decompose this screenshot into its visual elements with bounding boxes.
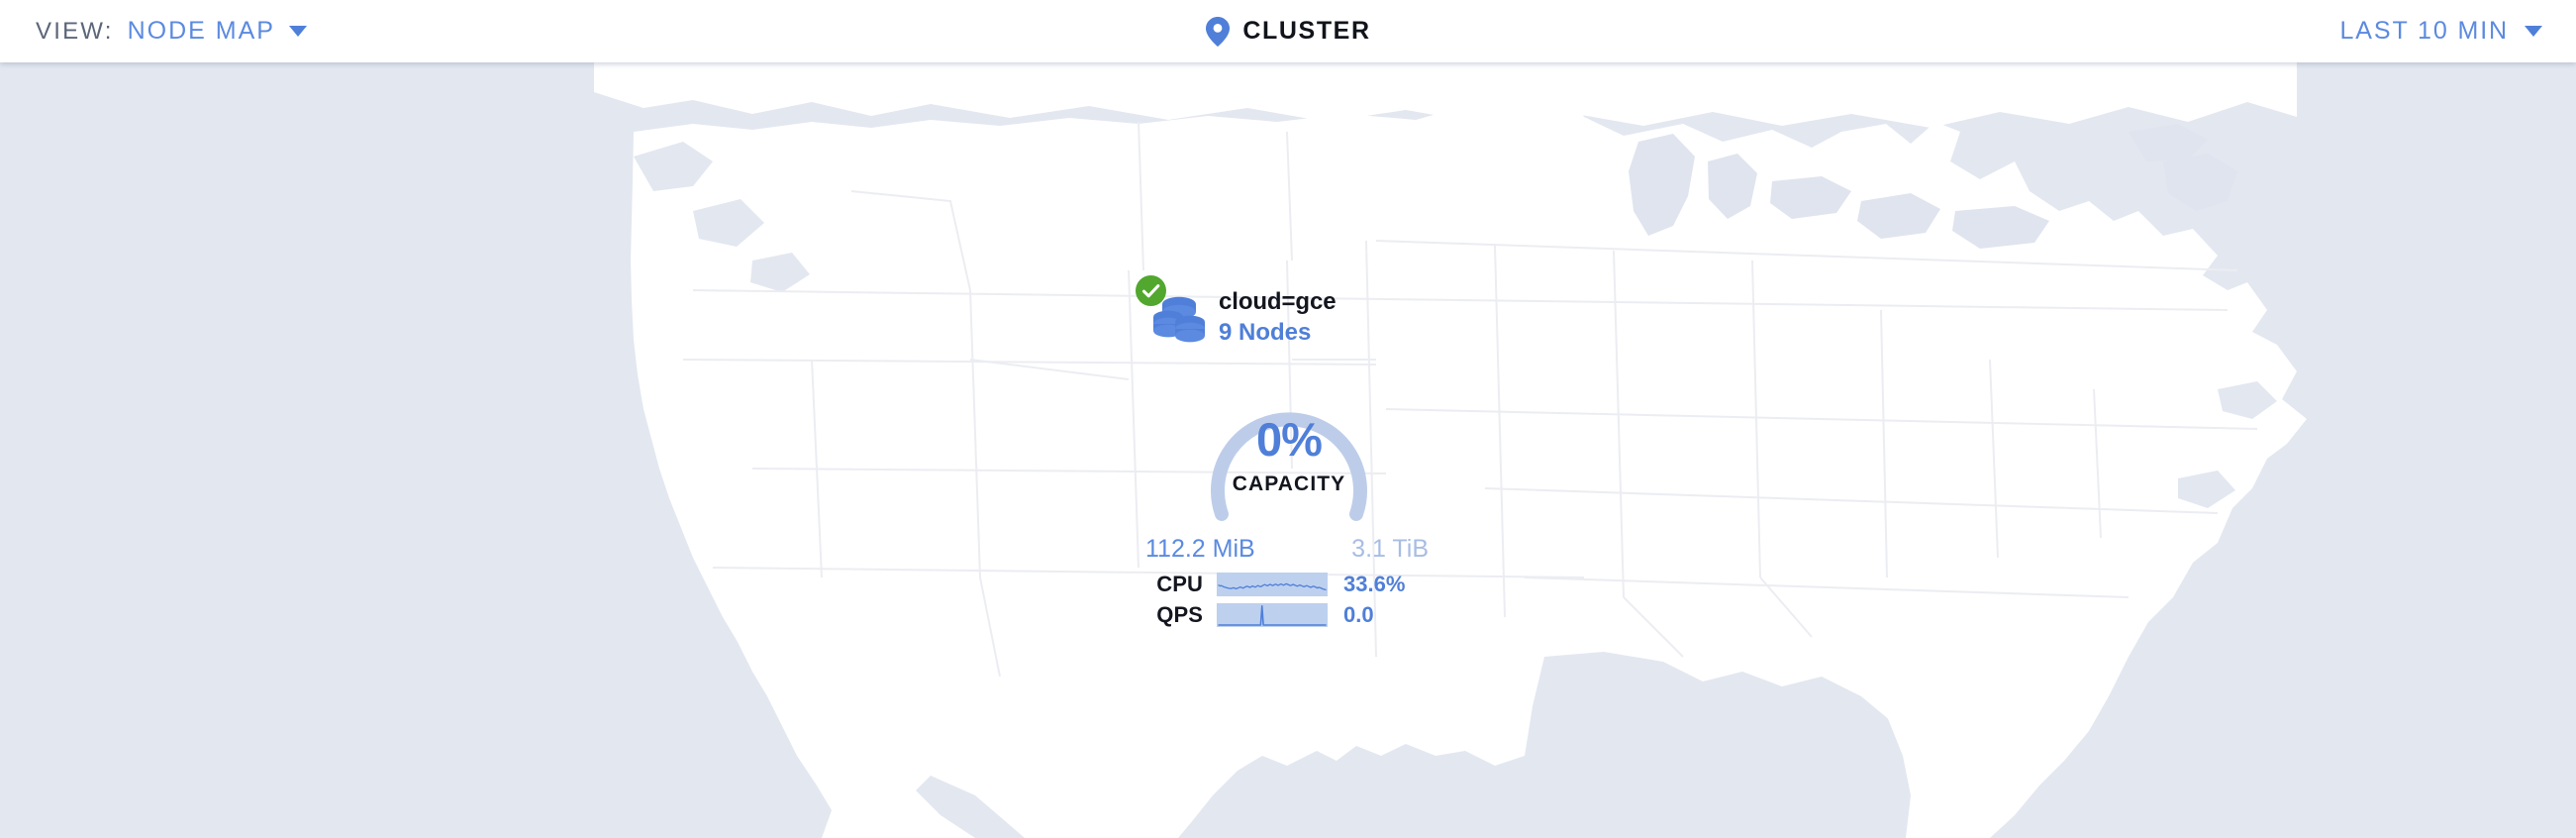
map-landmass (594, 62, 2307, 838)
time-range-value[interactable]: LAST 10 MIN (2339, 17, 2509, 45)
metric-value-cpu: 33.6% (1343, 571, 1406, 596)
map-pin-icon (1206, 16, 1231, 47)
node-count-link[interactable]: 9 Nodes (1219, 318, 1312, 346)
metric-row-cpu[interactable]: CPU 33.6% (1153, 571, 1431, 597)
capacity-used: 112.2 MiB (1145, 535, 1255, 563)
capacity-values-row: 112.2 MiB 3.1 TiB (1143, 535, 1431, 564)
us-node-map[interactable] (0, 62, 2576, 838)
node-locality-widget[interactable]: cloud=gce 9 Nodes 0% CAPACITY 112.2 MiB … (1136, 275, 1431, 627)
capacity-gauge-arc (1211, 412, 1367, 521)
view-label: VIEW: (36, 17, 114, 45)
capacity-total: 3.1 TiB (1351, 535, 1429, 563)
metric-label-qps: QPS (1156, 601, 1203, 627)
database-stack-icon (1153, 296, 1205, 343)
cpu-sparkline (1217, 572, 1328, 596)
time-range-selector[interactable]: LAST 10 MIN (2339, 0, 2542, 62)
page-title: CLUSTER (1242, 17, 1371, 45)
node-icon-group (1136, 275, 1207, 347)
metric-value-qps: 0.0 (1343, 601, 1374, 627)
chevron-down-icon[interactable] (288, 26, 307, 37)
top-toolbar: VIEW: NODE MAP CLUSTER LAST 10 MIN (0, 0, 2576, 62)
cluster-header: CLUSTER (0, 0, 2576, 62)
check-circle-icon (1136, 275, 1166, 306)
qps-sparkline (1217, 602, 1328, 627)
capacity-caption: CAPACITY (1232, 472, 1346, 495)
capacity-percent: 0% (1256, 413, 1323, 466)
chevron-down-icon[interactable] (2525, 26, 2542, 37)
node-header[interactable]: cloud=gce 9 Nodes (1136, 275, 1337, 348)
metric-list: CPU 33.6% QPS 0.0 (1153, 571, 1431, 632)
metric-label-cpu: CPU (1156, 571, 1203, 596)
capacity-gauge[interactable]: 0% CAPACITY (1185, 376, 1393, 525)
map-svg (0, 62, 2576, 838)
node-locality-label: cloud=gce (1219, 288, 1337, 315)
node-text-group: cloud=gce 9 Nodes (1219, 285, 1337, 348)
metric-row-qps[interactable]: QPS 0.0 (1153, 601, 1431, 628)
view-selector[interactable]: VIEW: NODE MAP (36, 0, 307, 62)
gauge-track (1211, 412, 1367, 521)
view-value[interactable]: NODE MAP (127, 17, 275, 45)
state-borders (682, 121, 2258, 678)
